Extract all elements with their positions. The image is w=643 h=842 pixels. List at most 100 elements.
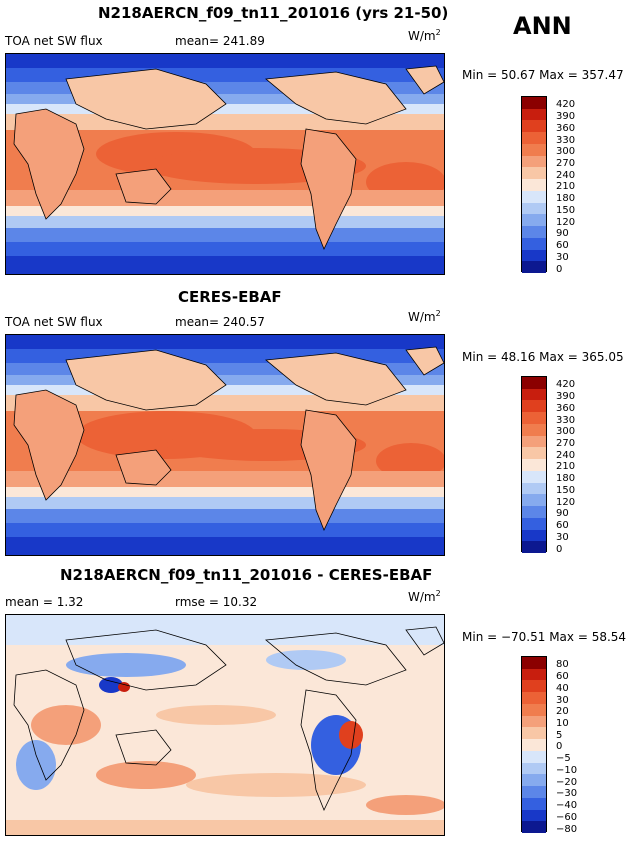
panel-3-map <box>5 614 445 836</box>
panel-1-title: N218AERCN_f09_tn11_201016 (yrs 21-50) <box>98 4 449 22</box>
cb3-label: 0 <box>556 741 563 752</box>
cb2-label: 330 <box>556 415 576 426</box>
cb1-label: 330 <box>556 135 576 146</box>
cb1-label: 0 <box>556 264 563 275</box>
cb3-swatch-20 <box>522 703 546 716</box>
cb2-label: 60 <box>556 520 569 531</box>
cb2-swatch-210 <box>522 459 546 471</box>
panel-1-map <box>5 53 445 275</box>
cb3-label: 30 <box>556 695 569 706</box>
panel-1-units: W/m2 <box>408 28 441 43</box>
cb2-label: 210 <box>556 461 576 472</box>
cb3-swatch-40 <box>522 680 546 693</box>
panel-3-title: N218AERCN_f09_tn11_201016 - CERES-EBAF <box>60 566 433 584</box>
cb3-label: −80 <box>556 824 578 835</box>
cb1-swatch-240 <box>522 167 546 180</box>
cb2-label: 240 <box>556 450 576 461</box>
cb3-label: −10 <box>556 765 578 776</box>
cb2-label: 360 <box>556 403 576 414</box>
cb2-swatch-330 <box>522 412 546 424</box>
cb2-swatch-30 <box>522 529 546 542</box>
cb1-label: 90 <box>556 228 569 239</box>
panel-1-field-label: TOA net SW flux <box>5 34 103 48</box>
cb2-label: 270 <box>556 438 576 449</box>
cb1-label: 270 <box>556 158 576 169</box>
cb2-label: 300 <box>556 426 576 437</box>
panel-2-min-max: Min = 48.16 Max = 365.05 <box>462 350 624 364</box>
panel-3-map-field <box>6 615 444 835</box>
panel-2-title: CERES-EBAF <box>178 288 282 306</box>
cb2-swatch-180 <box>522 470 546 483</box>
cb3-label: 80 <box>556 659 569 670</box>
cb3-swatch-m20 <box>522 774 546 787</box>
cb2-label: 150 <box>556 485 576 496</box>
cb1-label: 360 <box>556 123 576 134</box>
cb2-swatch-240 <box>522 447 546 460</box>
cb1-swatch-0 <box>522 261 546 273</box>
panel-3-mean: mean = 1.32 <box>5 595 84 609</box>
cb1-label: 390 <box>556 111 576 122</box>
cb2-swatch-150 <box>522 482 546 495</box>
cb3-label: 10 <box>556 718 569 729</box>
cb2-label: 390 <box>556 391 576 402</box>
cb1-swatch-360 <box>522 120 546 133</box>
cb1-swatch-120 <box>522 214 546 227</box>
panel-2-map-field <box>6 335 444 555</box>
cb2-swatch-0 <box>522 541 546 553</box>
cb1-label: 240 <box>556 170 576 181</box>
cb1-label: 300 <box>556 146 576 157</box>
cb1-swatch-210 <box>522 179 546 191</box>
cb1-swatch-420 <box>522 97 546 109</box>
panel-1-colorbar <box>521 96 547 273</box>
panel-3-rmse: rmse = 10.32 <box>175 595 258 609</box>
cb1-label: 30 <box>556 252 569 263</box>
cb3-swatch-m5 <box>522 750 546 763</box>
cb3-swatch-5 <box>522 727 546 740</box>
cb3-label: −5 <box>556 753 571 764</box>
panel-3-colorbar <box>521 656 547 833</box>
cb3-label: 40 <box>556 683 569 694</box>
cb3-label: −30 <box>556 788 578 799</box>
cb2-swatch-360 <box>522 400 546 413</box>
cb2-swatch-270 <box>522 435 546 448</box>
cb2-label: 120 <box>556 497 576 508</box>
cb2-swatch-300 <box>522 423 546 436</box>
panel-2-field-label: TOA net SW flux <box>5 315 103 329</box>
panel-1-min-max: Min = 50.67 Max = 357.47 <box>462 68 624 82</box>
cb1-label: 180 <box>556 193 576 204</box>
cb3-swatch-m60 <box>522 809 546 822</box>
cb2-label: 180 <box>556 473 576 484</box>
cb3-swatch-0 <box>522 739 546 751</box>
cb2-swatch-60 <box>522 517 546 530</box>
cb3-swatch-10 <box>522 715 546 728</box>
cb1-label: 150 <box>556 205 576 216</box>
cb2-label: 90 <box>556 508 569 519</box>
cb1-label: 210 <box>556 181 576 192</box>
cb2-label: 30 <box>556 532 569 543</box>
cb2-swatch-90 <box>522 506 546 518</box>
cb3-label: 20 <box>556 706 569 717</box>
cb1-swatch-90 <box>522 226 546 238</box>
cb1-swatch-180 <box>522 190 546 203</box>
cb1-swatch-330 <box>522 132 546 144</box>
cb1-swatch-390 <box>522 108 546 121</box>
cb1-swatch-300 <box>522 143 546 156</box>
cb3-swatch-30 <box>522 692 546 704</box>
cb3-swatch-m10 <box>522 762 546 775</box>
cb2-swatch-420 <box>522 377 546 389</box>
cb3-swatch-80 <box>522 657 546 669</box>
panel-2-colorbar <box>521 376 547 553</box>
cb1-swatch-60 <box>522 237 546 250</box>
cb2-label: 420 <box>556 379 576 390</box>
panel-3-min-max: Min = −70.51 Max = 58.54 <box>462 630 627 644</box>
panel-2-mean: mean= 240.57 <box>175 315 265 329</box>
season-label: ANN <box>513 12 572 40</box>
cb1-swatch-30 <box>522 249 546 262</box>
cb1-label: 120 <box>556 217 576 228</box>
cb3-label: 5 <box>556 730 563 741</box>
cb1-swatch-150 <box>522 202 546 215</box>
panel-3-units: W/m2 <box>408 589 441 604</box>
cb1-label: 420 <box>556 99 576 110</box>
cb3-label: 60 <box>556 671 569 682</box>
cb3-label: −20 <box>556 777 578 788</box>
